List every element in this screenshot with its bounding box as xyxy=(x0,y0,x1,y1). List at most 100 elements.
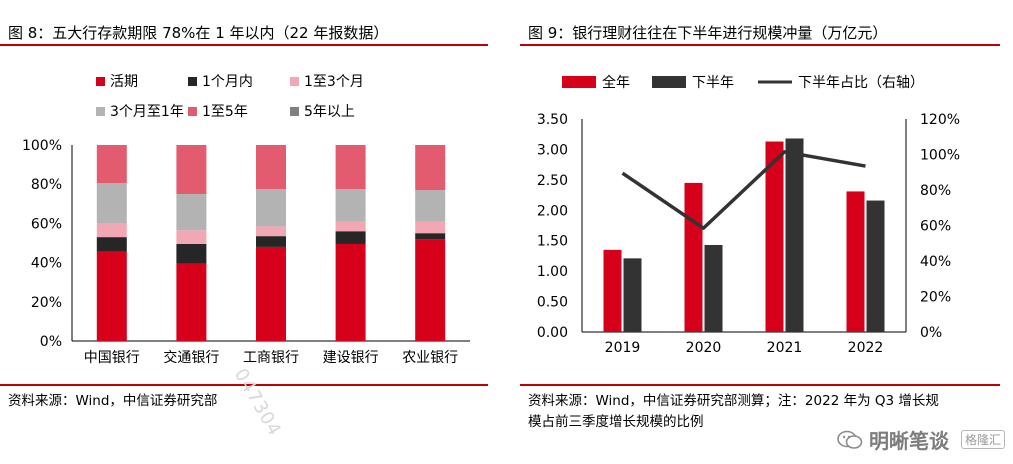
legend-swatch-1 xyxy=(652,76,686,88)
bar-segment-1-4 xyxy=(176,145,207,194)
bar-segment-1-3 xyxy=(176,194,207,231)
bar-0-3 xyxy=(846,191,865,332)
bar-segment-2-2 xyxy=(256,226,286,237)
y-tick-label-0: 0.00 xyxy=(537,325,568,341)
legend-swatch-2 xyxy=(290,77,299,86)
legend-swatch-1 xyxy=(188,77,197,86)
x-tick-label-4: 农业银行 xyxy=(402,350,458,366)
left-figure-panel: 图 8：五大行存款期限 78%在 1 年以内（22 年报数据） 活期 1个月内 1至… xyxy=(0,0,490,464)
bar-segment-4-4 xyxy=(415,145,446,191)
x-tick-label-3: 建设银行 xyxy=(323,350,379,366)
bar-segment-1-2 xyxy=(176,230,207,244)
y-tick-label-3: 1.50 xyxy=(537,234,568,250)
y2-tick-label-5: 100% xyxy=(920,148,960,164)
bar-segment-2-1 xyxy=(256,236,286,247)
legend-label-4: 1至5年 xyxy=(202,104,248,120)
bar-segment-3-4 xyxy=(335,145,366,190)
y-tick-label-4: 2.00 xyxy=(537,203,568,219)
right-source-rule xyxy=(520,384,1000,386)
legend-label-2: 下半年占比（右轴） xyxy=(798,75,924,91)
bar-segment-3-0 xyxy=(335,243,366,341)
x-tick-label-1: 交通银行 xyxy=(163,349,219,366)
legend-label-1: 下半年 xyxy=(692,75,734,91)
right-source-line-1: 资料来源：Wind，中信证券研究部测算；注：2022 年为 Q3 增长规 xyxy=(528,393,939,409)
y-tick-label-3: 60% xyxy=(31,216,62,232)
right-source-note: 资料来源：Wind，中信证券研究部测算；注：2022 年为 Q3 增长规 模占前… xyxy=(528,391,939,433)
y2-tick-label-2: 40% xyxy=(920,254,951,270)
legend-swatch-4 xyxy=(188,107,197,116)
y2-tick-label-1: 20% xyxy=(920,290,951,306)
bar-segment-0-0 xyxy=(96,251,127,341)
platform-badge: 格隆汇 xyxy=(960,430,1005,449)
y2-tick-label-0: 0% xyxy=(920,325,942,341)
bar-segment-0-1 xyxy=(96,237,127,252)
left-figure-title: 图 8：五大行存款期限 78%在 1 年以内（22 年报数据） xyxy=(8,24,389,42)
legend-swatch-5 xyxy=(290,107,299,116)
y2-tick-label-4: 80% xyxy=(920,183,951,199)
x-tick-label-0: 中国银行 xyxy=(84,350,140,366)
bar-1-2 xyxy=(785,138,804,332)
bar-segment-0-3 xyxy=(96,183,127,224)
wechat-icon xyxy=(837,430,863,449)
bar-segment-4-3 xyxy=(415,190,446,222)
bar-segment-1-1 xyxy=(176,243,207,264)
y2-tick-label-6: 120% xyxy=(920,112,960,128)
bar-1-3 xyxy=(866,200,885,332)
y-tick-label-4: 80% xyxy=(31,177,62,193)
bar-segment-2-3 xyxy=(256,189,286,227)
x-tick-label-2: 工商银行 xyxy=(243,350,299,366)
legend-label-5: 5年以上 xyxy=(304,104,355,120)
diagonal-watermark: 047304 xyxy=(229,365,286,441)
legend-label-3: 3个月至1年 xyxy=(110,104,184,120)
y-tick-label-6: 3.00 xyxy=(537,142,568,158)
x-tick-label-1: 2020 xyxy=(686,340,722,356)
bar-segment-2-4 xyxy=(256,145,286,190)
legend-label-1: 1个月内 xyxy=(202,74,253,90)
left-stacked-bar-chart: 活期 1个月内 1至3个月 3个月至1年 1至5年 5年以上 0% 20% 40% 60% 80% 1… xyxy=(22,74,470,366)
bar-1-0 xyxy=(623,258,642,332)
bar-segment-1-0 xyxy=(176,263,207,341)
right-title-rule xyxy=(520,44,1000,46)
y-tick-label-0: 0% xyxy=(40,334,62,350)
right-source-line-2: 模占前三季度增长规模的比例 xyxy=(528,414,704,430)
legend-swatch-0 xyxy=(562,76,596,88)
right-figure-title: 图 9：银行理财往往在下半年进行规模冲量（万亿元） xyxy=(528,24,888,42)
y-tick-label-2: 1.00 xyxy=(537,264,568,280)
legend-label-0: 活期 xyxy=(110,74,138,90)
bar-0-0 xyxy=(603,249,622,332)
y-tick-label-2: 40% xyxy=(31,256,62,272)
y-tick-label-7: 3.50 xyxy=(537,112,568,128)
left-title-rule xyxy=(0,44,488,46)
right-bar-line-chart: 全年 下半年 下半年占比（右轴） 0.00 0.50 1.00 1.50 2.00 2.50 3.… xyxy=(537,74,960,356)
legend-swatch-3 xyxy=(96,107,105,116)
y-tick-label-1: 20% xyxy=(31,295,62,311)
bar-segment-0-4 xyxy=(96,145,127,184)
bar-segment-4-0 xyxy=(415,239,446,341)
bar-segment-4-1 xyxy=(415,233,446,240)
bar-segment-4-2 xyxy=(415,221,446,234)
x-tick-label-0: 2019 xyxy=(605,340,641,356)
bar-segment-3-2 xyxy=(335,221,366,232)
bar-0-1 xyxy=(684,182,703,332)
y-tick-label-1: 0.50 xyxy=(537,295,568,311)
left-source-rule xyxy=(0,384,488,386)
bar-segment-2-0 xyxy=(256,246,286,341)
bar-0-2 xyxy=(765,141,784,332)
legend-label-0: 全年 xyxy=(602,74,630,91)
y-tick-label-5: 2.50 xyxy=(537,173,568,189)
legend-swatch-0 xyxy=(96,77,105,86)
x-tick-label-3: 2022 xyxy=(848,340,884,356)
bar-segment-0-2 xyxy=(96,223,127,238)
left-source-note: 资料来源：Wind，中信证券研究部 xyxy=(8,393,218,409)
brand-name: 明晰笔谈 xyxy=(868,429,949,453)
brand-watermark: 明晰笔谈 格隆汇 xyxy=(837,425,1005,454)
x-tick-label-2: 2021 xyxy=(767,340,803,356)
bar-1-1 xyxy=(704,244,723,332)
bar-segment-3-1 xyxy=(335,231,366,244)
legend-label-2: 1至3个月 xyxy=(304,74,364,90)
series-line-0 xyxy=(621,150,866,230)
y2-tick-label-3: 60% xyxy=(920,219,951,235)
y-tick-label-5: 100% xyxy=(22,138,62,154)
bar-segment-3-3 xyxy=(335,189,366,222)
right-figure-panel: 图 9：银行理财往往在下半年进行规模冲量（万亿元） 全年 下半年 下半年占比（右轴）… xyxy=(520,0,1013,464)
